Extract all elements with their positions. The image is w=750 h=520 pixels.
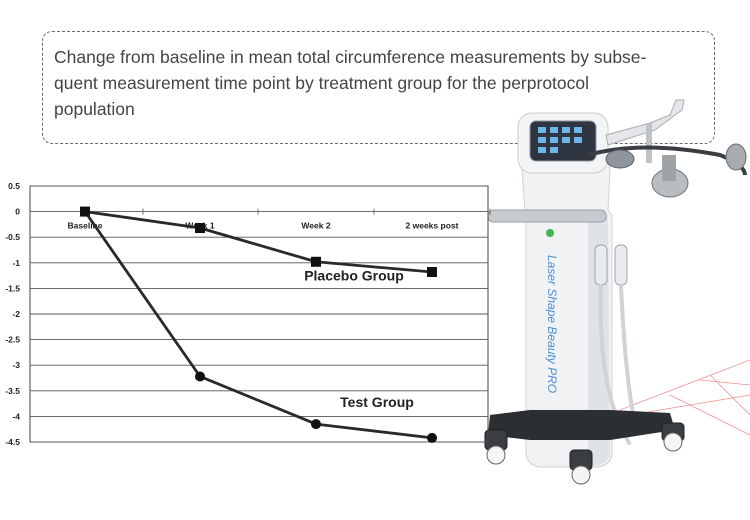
laser-device-illustration: Laser Shape Beauty PRO [484, 99, 750, 485]
y-tick-label: -2.5 [5, 335, 20, 345]
caption-line-1: Change from baseline in mean total circu… [54, 47, 647, 67]
y-tick-label: -2 [12, 309, 20, 319]
series-line [83, 210, 433, 440]
series-label: Placebo Group [304, 268, 404, 284]
y-tick-label: -4 [12, 411, 20, 421]
laser-device-image: Laser Shape Beauty PRO [470, 95, 750, 515]
caption-line-3: population [54, 99, 135, 119]
y-tick-label: -0.5 [5, 232, 20, 242]
y-tick-label: -1.5 [5, 283, 20, 293]
y-tick-label: -3.5 [5, 386, 20, 396]
device-label: Laser Shape Beauty PRO [545, 255, 559, 393]
line-chart: 0.5 0 -0.5 -1 -1.5 -2 -2.5 -3 -3.5 -4 -4.5 Baseline… [0, 170, 500, 460]
caption-box [42, 31, 715, 144]
chart-caption: Change from baseline in mean total circu… [54, 44, 704, 122]
x-tick-label: Week 2 [301, 221, 330, 231]
x-tick-label: 2 weeks post [406, 221, 459, 231]
chart-svg: 0.5 0 -0.5 -1 -1.5 -2 -2.5 -3 -3.5 -4 -4.5 Baseline… [5, 181, 491, 447]
y-tick-label: -1 [12, 258, 20, 268]
data-point-circle [195, 371, 205, 382]
data-point-square [195, 222, 205, 233]
data-point-square [311, 256, 321, 267]
caption-line-2: quent measurement time point by treatmen… [54, 73, 590, 93]
y-tick-label: 0 [15, 207, 20, 217]
series-label: Test Group [340, 394, 414, 410]
data-point-circle [311, 419, 321, 430]
data-point-square [427, 267, 437, 278]
series-line [84, 210, 433, 274]
data-point-circle [80, 206, 90, 217]
x-tick-label: Baseline [68, 221, 103, 231]
data-point-circle [427, 432, 437, 443]
y-tick-label: -4.5 [5, 437, 20, 447]
y-tick-label: -3 [12, 360, 20, 370]
y-tick-label: 0.5 [8, 181, 20, 191]
